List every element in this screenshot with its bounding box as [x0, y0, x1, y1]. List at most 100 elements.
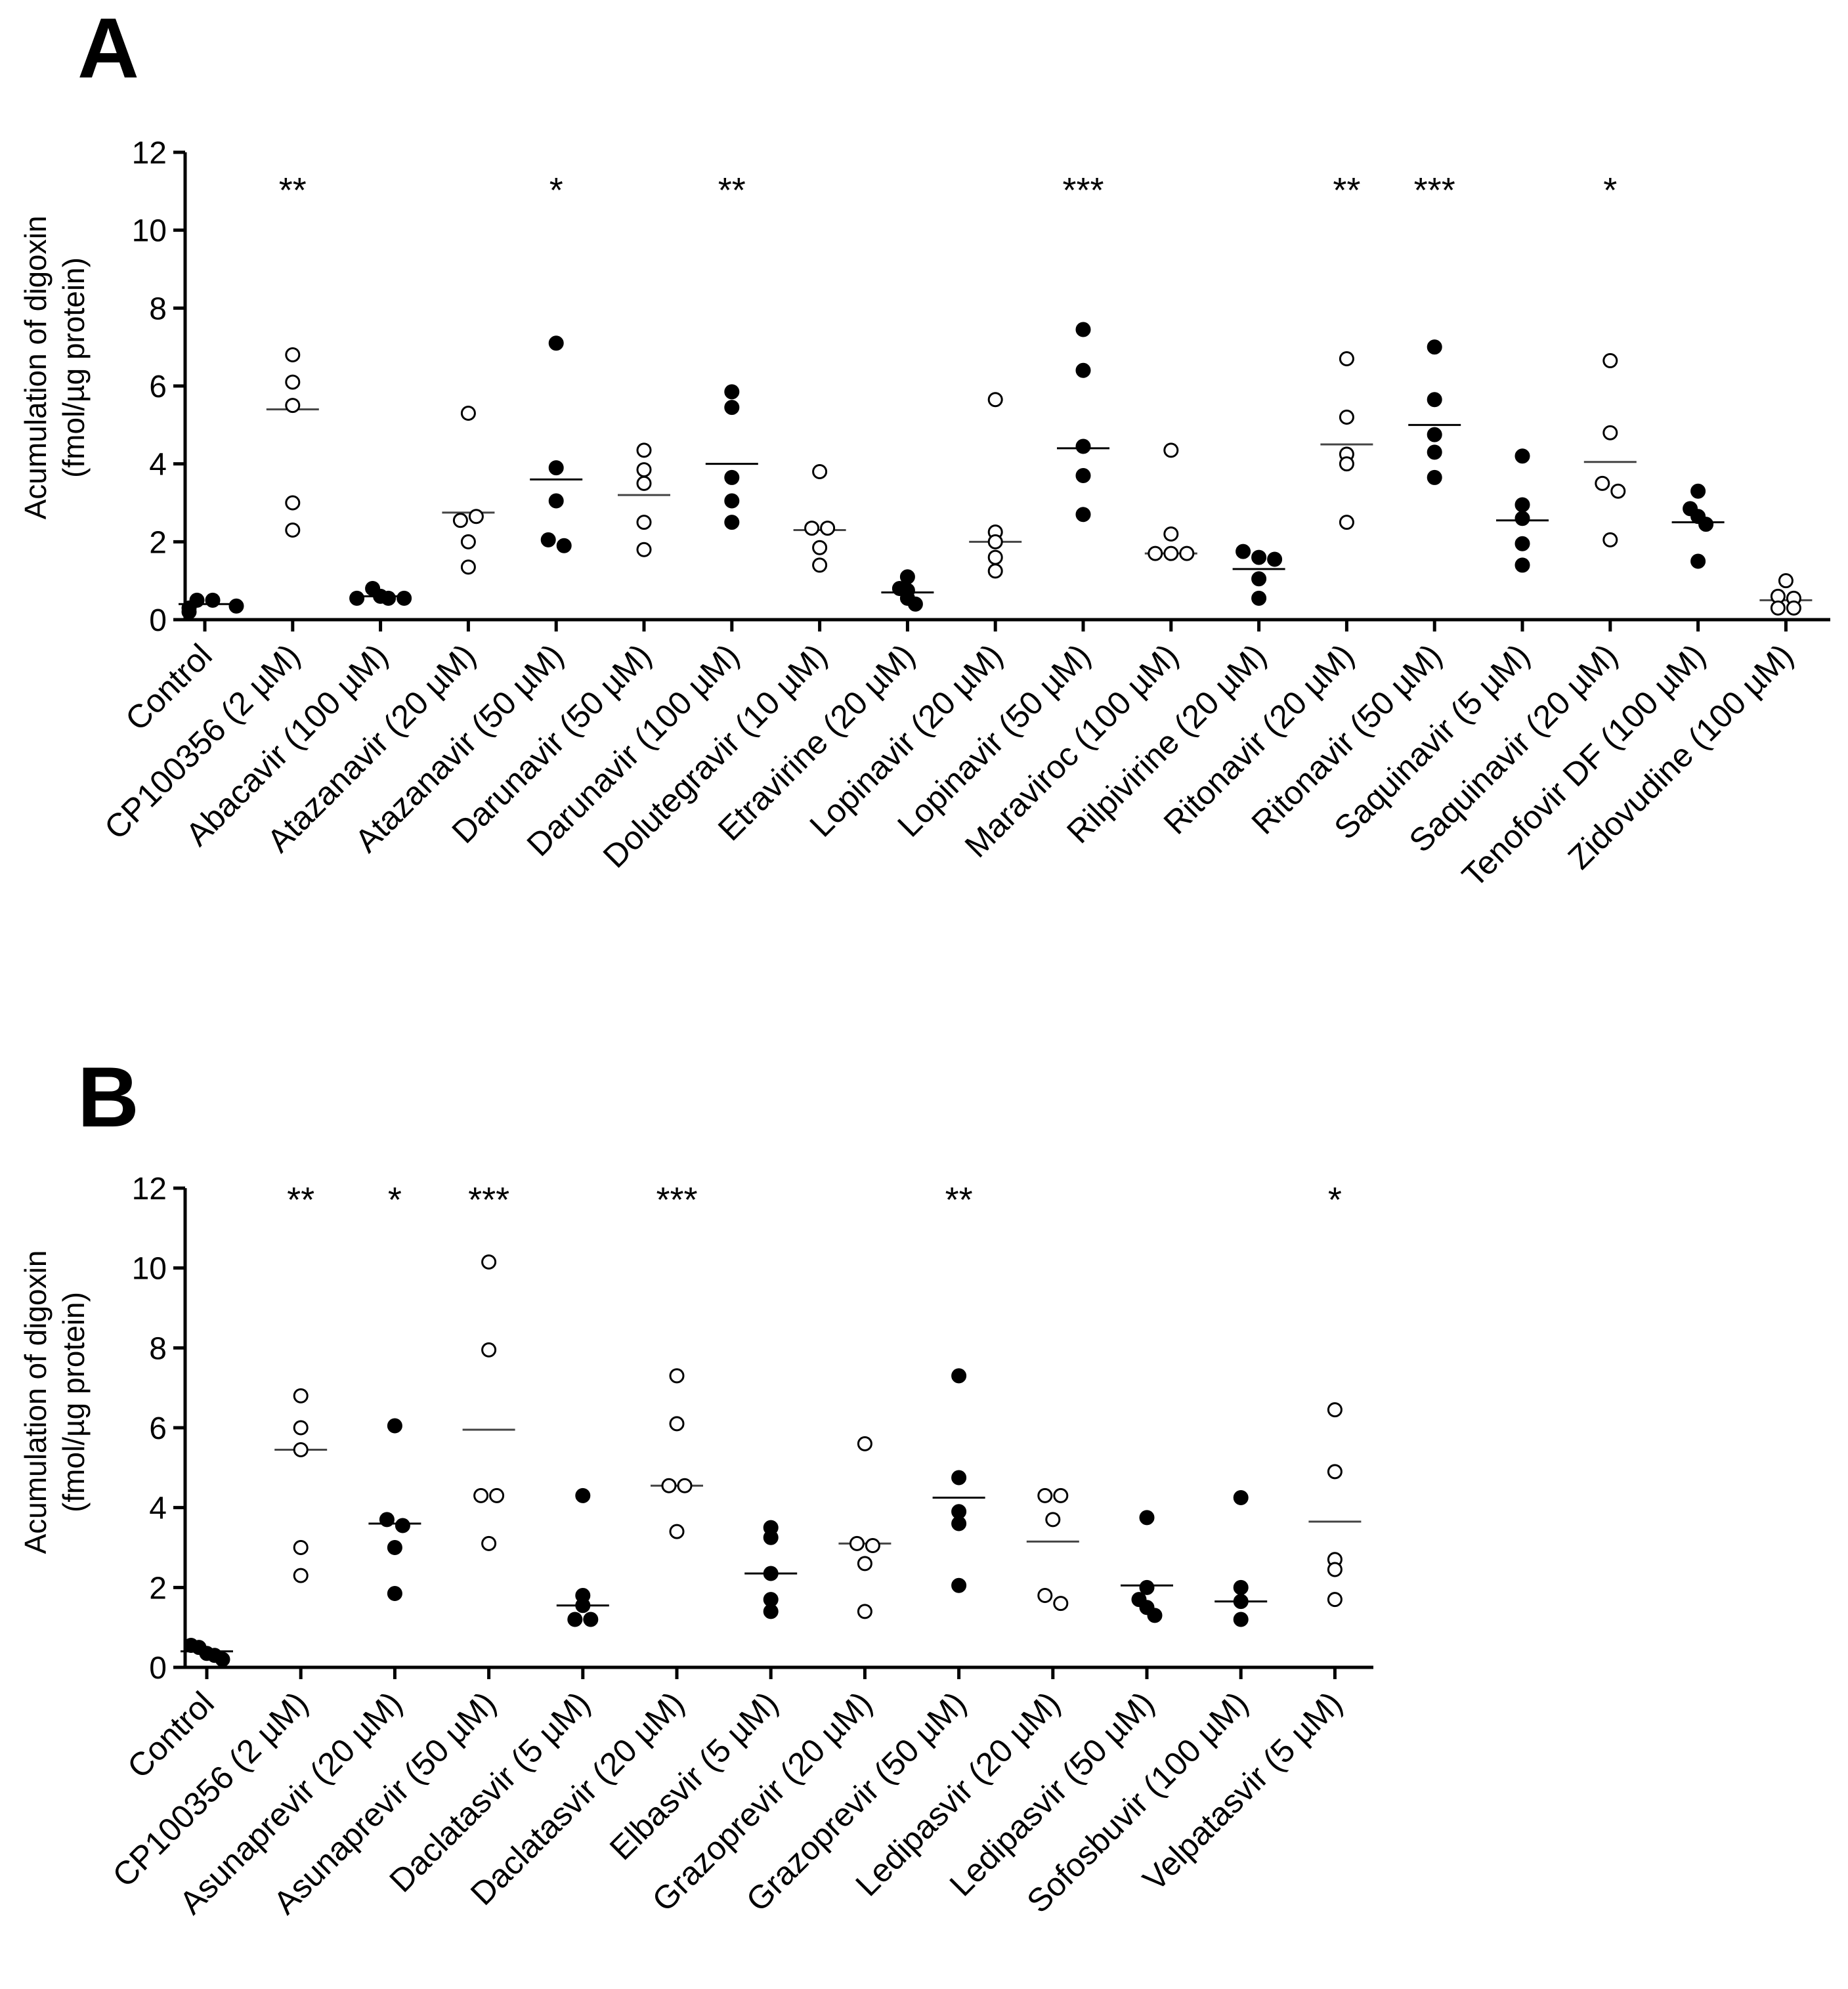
panel-b-y-tick-label: 8 — [149, 1331, 167, 1366]
panel-b-y-tick-label: 12 — [132, 1172, 167, 1207]
panel-a-data-point — [1163, 442, 1179, 458]
panel-a-data-point — [1515, 497, 1530, 513]
panel-b-significance-mark: *** — [468, 1180, 509, 1220]
panel-b-ylabel-line2: (fmol/µg protein) — [56, 1292, 91, 1512]
panel-a-data-point — [1427, 339, 1442, 355]
panel-b-data-point — [1139, 1510, 1155, 1526]
panel-a-data-point — [907, 596, 923, 612]
panel-a-data-point — [1515, 536, 1530, 551]
panel-a-y-tick-label: 4 — [149, 448, 167, 482]
panel-a-y-tick-label: 8 — [149, 291, 167, 326]
panel-b-data-point — [1327, 1592, 1343, 1608]
panel-a-data-point — [205, 592, 221, 608]
panel-a-significance-mark: * — [549, 171, 563, 210]
panel-a-data-point — [812, 540, 828, 555]
panel-a-significance-mark: * — [1603, 171, 1617, 210]
panel-a-data-point — [1698, 517, 1714, 532]
panel-b-data-point — [1233, 1594, 1249, 1610]
panel-a-data-point — [1075, 438, 1091, 454]
panel-b-data-point — [215, 1652, 230, 1667]
panel-b-ylabel-line1: Acumulation of digoxin — [18, 1251, 53, 1554]
panel-b-data-point — [857, 1604, 872, 1619]
panel-b-data-point — [669, 1416, 685, 1432]
panel-a-data-point — [460, 534, 476, 549]
panel-a-data-point — [636, 462, 652, 478]
panel-a-data-point — [1786, 600, 1801, 616]
panel-a-data-point — [1251, 571, 1267, 587]
panel-a-data-point — [1075, 322, 1091, 337]
panel-b-data-point — [1233, 1489, 1249, 1505]
panel-b-data-point — [575, 1598, 591, 1614]
panel-b-data-point — [293, 1420, 309, 1436]
panel-b-y-tick-label: 2 — [149, 1571, 167, 1606]
panel-a-data-point — [987, 534, 1003, 549]
panel-a-data-point — [1251, 549, 1267, 565]
panel-a-data-point — [1515, 448, 1530, 464]
panel-a-data-point — [548, 460, 564, 476]
panel-a-data-point — [724, 493, 740, 509]
panel-a-data-point — [349, 590, 365, 606]
panel-b-data-point — [1037, 1588, 1053, 1603]
panel-b-data-point — [951, 1470, 967, 1486]
panel-a-data-point — [1515, 511, 1530, 526]
panel-a-data-point — [1075, 467, 1091, 483]
panel-a-data-point — [397, 590, 412, 606]
panel-a-data-point — [1339, 515, 1354, 530]
panel-a-y-tick-label: 2 — [149, 525, 167, 560]
panel-a-data-point — [468, 509, 484, 524]
panel-b-y-tick-label: 6 — [149, 1411, 167, 1446]
panel-a-data-point — [460, 406, 476, 421]
panel-b-data-point — [763, 1566, 779, 1581]
panel-b-data-point — [857, 1556, 872, 1572]
panel-a-data-point — [548, 493, 564, 509]
panel-a-data-point — [812, 557, 828, 573]
panel-a-data-point — [724, 515, 740, 530]
panel-b-data-point — [849, 1535, 865, 1551]
panel-b-data-point — [951, 1516, 967, 1531]
panel-a-y-tick-label: 12 — [132, 136, 167, 171]
panel-b-data-point — [473, 1487, 489, 1503]
panel-b-data-point — [865, 1537, 880, 1553]
panel-b-data-point — [583, 1612, 599, 1627]
panel-a-data-point — [1602, 353, 1618, 368]
panel-a-data-point — [1515, 557, 1530, 573]
panel-b-data-point — [1053, 1487, 1069, 1503]
panel-b-letter: B — [77, 1049, 139, 1145]
panel-a-data-point — [724, 400, 740, 416]
panel-a-data-point — [820, 521, 836, 536]
panel-b-data-point — [481, 1254, 497, 1270]
panel-b-data-point — [575, 1487, 591, 1503]
panel-a-data-point — [540, 532, 556, 547]
panel-a-data-point — [1163, 526, 1179, 542]
panel-a-data-point — [381, 590, 397, 606]
panel-a-data-point — [1236, 544, 1251, 559]
panel-b-data-point — [387, 1540, 402, 1555]
panel-a-data-point — [1602, 532, 1618, 547]
panel-b-y-tick-label: 10 — [132, 1252, 167, 1287]
panel-b-data-point — [481, 1342, 497, 1358]
panel-a-data-point — [285, 347, 301, 363]
panel-b-significance-mark: * — [388, 1180, 402, 1220]
panel-a-data-point — [1251, 590, 1267, 606]
panel-b-data-point — [293, 1568, 309, 1583]
panel-b-data-point — [481, 1535, 497, 1551]
panel-b-data-point — [951, 1368, 967, 1384]
panel-a-data-point — [1427, 392, 1442, 408]
panel-b-y-tick-label: 4 — [149, 1491, 167, 1526]
panel-a-data-point — [1075, 507, 1091, 523]
panel-a-data-point — [812, 464, 828, 480]
panel-b-data-point — [1037, 1487, 1053, 1503]
panel-a-data-point — [460, 559, 476, 575]
panel-b-data-point — [379, 1512, 395, 1528]
panel-a-data-point — [1339, 409, 1354, 425]
panel-a-y-tick-label: 0 — [149, 603, 167, 638]
panel-b-data-point — [293, 1442, 309, 1457]
panel-a-data-point — [987, 392, 1003, 408]
panel-a-data-point — [987, 549, 1003, 565]
panel-a-data-point — [228, 598, 244, 614]
panel-b-significance-mark: *** — [656, 1180, 697, 1220]
panel-b-data-point — [387, 1585, 402, 1601]
panel-a-data-point — [1690, 483, 1706, 499]
panel-b-data-point — [661, 1478, 677, 1493]
panel-a-data-point — [285, 523, 301, 538]
